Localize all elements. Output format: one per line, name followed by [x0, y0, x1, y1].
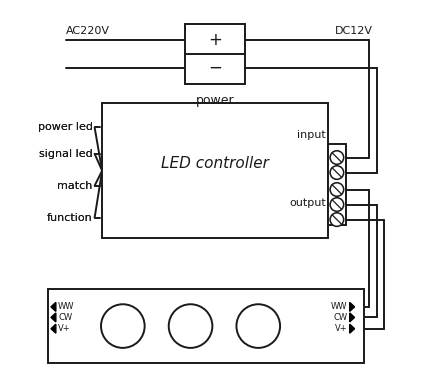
Text: match: match [57, 181, 93, 191]
Text: power led: power led [38, 122, 93, 132]
Text: signal led: signal led [39, 149, 93, 159]
Circle shape [237, 304, 280, 348]
Text: output: output [289, 198, 326, 208]
Text: −: − [208, 59, 222, 77]
Text: WW: WW [58, 302, 75, 312]
Circle shape [330, 166, 344, 179]
Text: function: function [47, 213, 93, 223]
Text: V+: V+ [335, 324, 347, 333]
Text: power: power [196, 94, 234, 106]
Polygon shape [350, 302, 355, 312]
Bar [102, 103, 328, 238]
Circle shape [101, 304, 144, 348]
Text: AC220V: AC220V [66, 26, 111, 36]
Text: +: + [208, 31, 222, 49]
Polygon shape [350, 313, 355, 322]
Text: LED controller: LED controller [161, 156, 269, 171]
Bar [185, 24, 245, 84]
Circle shape [330, 213, 344, 226]
Text: WW: WW [331, 302, 347, 312]
Text: signal led: signal led [39, 149, 93, 159]
Circle shape [330, 183, 344, 196]
Polygon shape [350, 324, 355, 333]
Bar [48, 289, 364, 363]
Text: CW: CW [333, 313, 347, 322]
Text: match: match [57, 181, 93, 191]
Circle shape [330, 151, 344, 164]
Circle shape [330, 198, 344, 211]
Text: power led: power led [38, 122, 93, 132]
Polygon shape [51, 302, 56, 312]
Polygon shape [51, 313, 56, 322]
Text: CW: CW [58, 313, 72, 322]
Polygon shape [51, 324, 56, 333]
Text: input: input [297, 130, 326, 141]
Circle shape [169, 304, 212, 348]
Text: DC12V: DC12V [335, 26, 373, 36]
Text: function: function [47, 213, 93, 223]
Text: V+: V+ [58, 324, 71, 333]
Bar [328, 144, 346, 225]
